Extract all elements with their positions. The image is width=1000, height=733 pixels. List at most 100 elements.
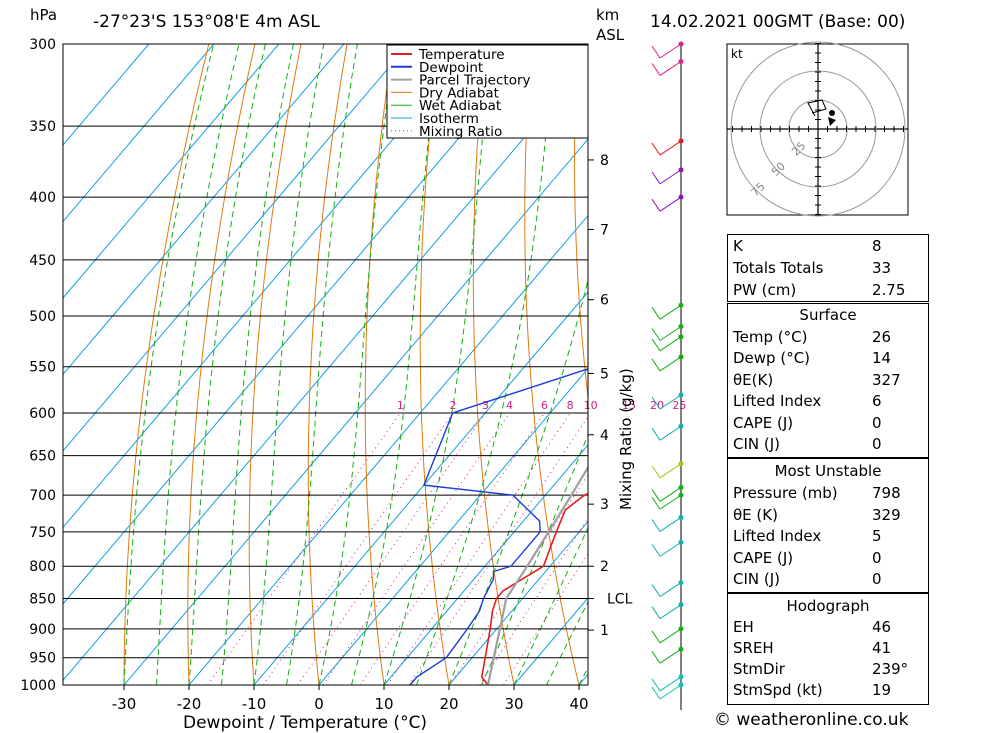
wet-adiabat-line [351,44,441,685]
wind-barb [651,425,682,441]
wind-barb [651,61,682,76]
x-tick-label: 40 [569,695,588,713]
k-index-label: K [733,237,743,255]
wet-adiabat-line [286,44,358,685]
pressure-tick-label: 900 [29,622,56,638]
mixing-ratio-label: 6 [541,399,548,412]
km-tick-label: 1 [600,623,609,639]
mixing-ratio-axis-label: Mixing Ratio (g/kg) [617,368,635,510]
surface-cape-value: 0 [872,414,882,432]
wet-adiabat-line [481,433,588,685]
dry-adiabat-line [248,44,302,685]
surface-cin-label: CIN (J) [733,435,781,453]
eh-label: EH [733,618,754,636]
mixing-ratio-label: 4 [506,399,513,412]
wind-barb [651,628,682,644]
pressure-tick-label: 950 [29,651,56,667]
isotherm-line [63,61,588,682]
wind-barb [651,604,682,620]
surface-li-value: 6 [872,392,882,410]
isotherm-line [63,44,410,452]
series-line-dewpoint [409,368,588,685]
km-tick-label: 3 [600,497,609,513]
x-tick-label: 10 [374,695,393,713]
mu-cin-value: 0 [872,570,882,588]
mixing-ratio-label: 15 [622,399,636,412]
km-tick-label: 5 [600,366,609,382]
legend-label: Wet Adiabat [419,98,501,114]
x-tick-label: -20 [177,695,202,713]
pw-label: PW (cm) [733,281,797,299]
surface-table: Surface Temp (°C) 26 Dewp (°C) 14 θE(K) 327… [727,303,929,458]
x-tick-label: -30 [112,695,137,713]
km-tick-label: 4 [600,428,609,444]
wind-barb [651,648,682,664]
pressure-tick-label: 600 [29,406,56,422]
x-tick-label: 0 [314,695,324,713]
mixing-ratio-line [502,552,588,685]
stmdir-label: StmDir [733,660,785,678]
stmspd-value: 19 [872,681,892,699]
mu-theta-value: 329 [872,506,901,524]
mixing-ratio-label: 2 [449,399,456,412]
dry-adiabat-line [946,44,1000,685]
wind-barb [651,304,682,320]
hodograph-unit: kt [731,47,743,61]
hodograph-ring [759,70,877,188]
wind-barb [651,169,682,185]
wind-barb [651,43,682,59]
mixing-ratio-label: 20 [650,399,664,412]
wet-adiabat-line [188,44,266,685]
hodograph-table-title: Hodograph [786,597,870,615]
sreh-value: 41 [872,639,892,657]
wind-barb [651,356,682,372]
pressure-tick-label: 500 [29,309,56,325]
mixing-ratio-line [449,473,588,685]
pressure-unit-label: hPa [30,6,58,24]
dry-adiabat-line [623,44,709,685]
asl-label: ASL [596,26,625,44]
most-unstable-table: Most Unstable Pressure (mb) 798 θE (K) 329… [727,458,929,593]
most-unstable-title: Most Unstable [774,462,882,480]
pressure-tick-label: 550 [29,360,56,376]
wet-adiabat-line [448,278,588,685]
mixing-ratio-line [386,412,571,685]
km-tick-label: 8 [600,153,609,169]
mixing-ratio-label: 10 [584,399,598,412]
isotherm-line [383,444,588,685]
storm-motion-dot [829,110,835,116]
wind-barb [651,541,682,557]
wet-adiabat-line [546,600,588,685]
hodograph-trace [807,99,827,117]
wet-adiabat-line [416,44,556,685]
wet-adiabat-line [318,44,396,685]
dry-adiabat-line [573,44,588,401]
wind-barb [651,676,682,692]
wind-barb [651,140,682,156]
copyright-footer[interactable]: © weatheronline.co.uk [714,710,909,730]
dry-adiabat-line [364,44,394,685]
pressure-tick-label: 300 [29,37,56,53]
hodograph-table: Hodograph EH 46 SREH 41 StmDir 239° StmSpd … [727,593,929,705]
pressure-tick-label: 400 [29,190,56,206]
surface-li-label: Lifted Index [733,392,822,410]
series-line-parcel-trajectory [486,465,588,685]
km-tick-label: LCL [607,591,633,607]
legend-label: Temperature [418,47,505,63]
datetime-title: 14.02.2021 00GMT (Base: 00) [650,12,906,32]
wind-barb [651,494,682,510]
plot-frame [62,43,589,686]
wind-barb [651,582,682,597]
mixing-ratio-line [297,412,486,685]
mu-li-label: Lifted Index [733,527,822,545]
legend-label: Mixing Ratio [419,124,502,140]
km-tick-label: 7 [600,222,609,238]
wind-barb [651,196,682,212]
wind-barb [651,326,682,341]
surface-title: Surface [799,306,857,324]
mixing-ratio-line [322,412,510,685]
isotherm-line [448,520,588,685]
stmdir-value: 239° [872,660,909,678]
legend-label: Dry Adiabat [419,85,499,101]
